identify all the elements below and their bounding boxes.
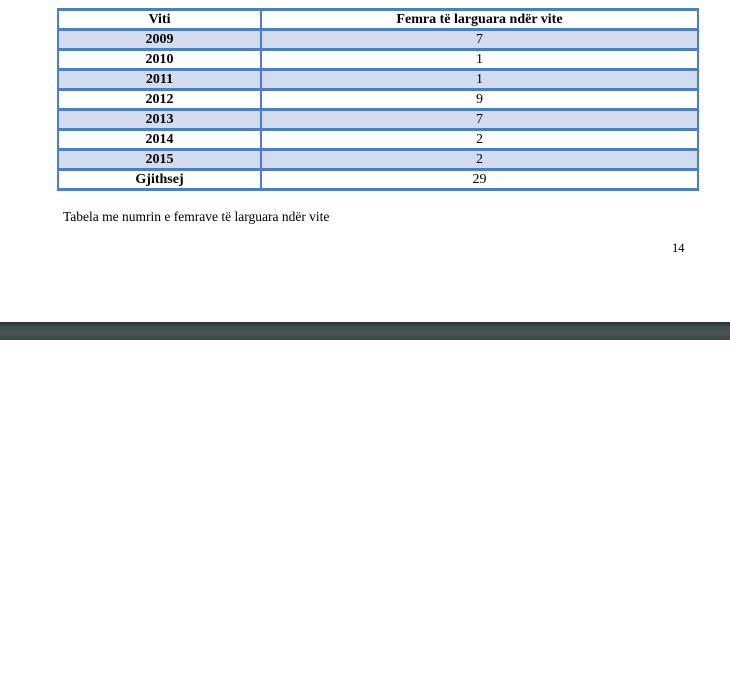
- total-value-cell: 29: [260, 168, 699, 191]
- table-row: 2009 7: [57, 28, 699, 51]
- table-row: 2011 1: [57, 68, 699, 91]
- table-row: 2014 2: [57, 128, 699, 151]
- table-row: 2010 1: [57, 48, 699, 71]
- value-cell: 7: [260, 28, 699, 51]
- total-label-cell: Gjithsej: [57, 168, 262, 191]
- year-cell: 2015: [57, 148, 262, 171]
- column-header-viti: Viti: [57, 8, 262, 31]
- year-cell: 2012: [57, 88, 262, 111]
- value-cell: 9: [260, 88, 699, 111]
- year-cell: 2010: [57, 48, 262, 71]
- pdf-page-15: TË DREJTAT E NJERIUT DHE BARAZIA GJINORE…: [0, 340, 730, 692]
- value-cell: 7: [260, 108, 699, 131]
- value-cell: 1: [260, 68, 699, 91]
- pdf-page-14: Viti Femra të larguara ndër vite 2009 7 …: [0, 0, 730, 322]
- table-row: 2013 7: [57, 108, 699, 131]
- table-caption-females: Tabela me numrin e femrave të larguara n…: [63, 209, 330, 224]
- value-cell: 1: [260, 48, 699, 71]
- year-cell: 2009: [57, 28, 262, 51]
- page-separator-bar: [0, 322, 730, 340]
- table-total-row: Gjithsej 29: [57, 168, 699, 191]
- value-cell: 2: [260, 148, 699, 171]
- column-header-femra: Femra të larguara ndër vite: [260, 8, 699, 31]
- table-row: 2012 9: [57, 88, 699, 111]
- value-cell: 2: [260, 128, 699, 151]
- table-row: 2015 2: [57, 148, 699, 171]
- page-number: 14: [672, 241, 685, 255]
- table-header-row: Viti Femra të larguara ndër vite: [57, 8, 699, 31]
- year-cell: 2014: [57, 128, 262, 151]
- year-cell: 2013: [57, 108, 262, 131]
- females-departed-table: Viti Femra të larguara ndër vite 2009 7 …: [57, 8, 699, 191]
- year-cell: 2011: [57, 68, 262, 91]
